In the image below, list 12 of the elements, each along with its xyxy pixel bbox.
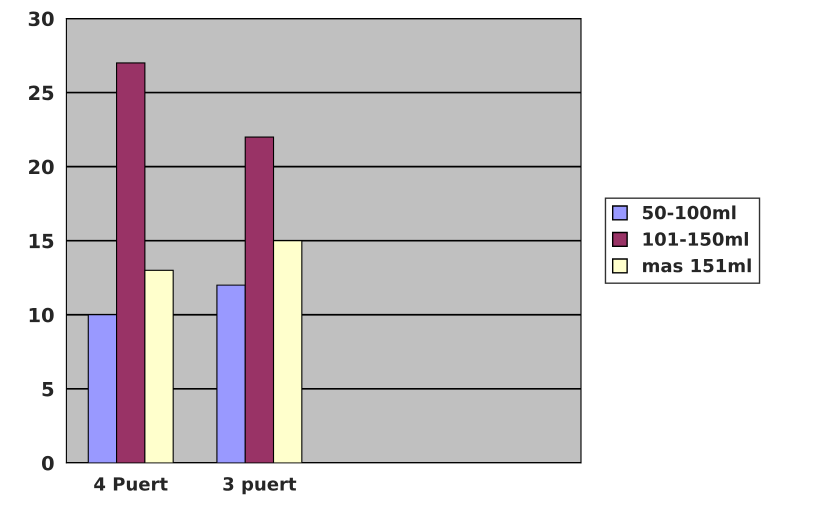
- legend-label: 50-100ml: [642, 205, 736, 220]
- y-tick-label: 15: [30, 234, 54, 248]
- y-tick-label: 25: [29, 86, 54, 100]
- legend-label: 101-150ml: [644, 232, 748, 246]
- y-tick-label: 20: [29, 160, 54, 174]
- y-tick-label: 30: [28, 11, 54, 26]
- x-tick-label: 4 Puert: [94, 477, 168, 491]
- legend-label: mas 151ml: [643, 258, 751, 272]
- x-tick-label: 3 puert: [223, 477, 296, 494]
- y-tick-label: 5: [42, 382, 54, 396]
- y-tick-label: 10: [30, 308, 54, 322]
- y-tick-label: 0: [42, 456, 54, 471]
